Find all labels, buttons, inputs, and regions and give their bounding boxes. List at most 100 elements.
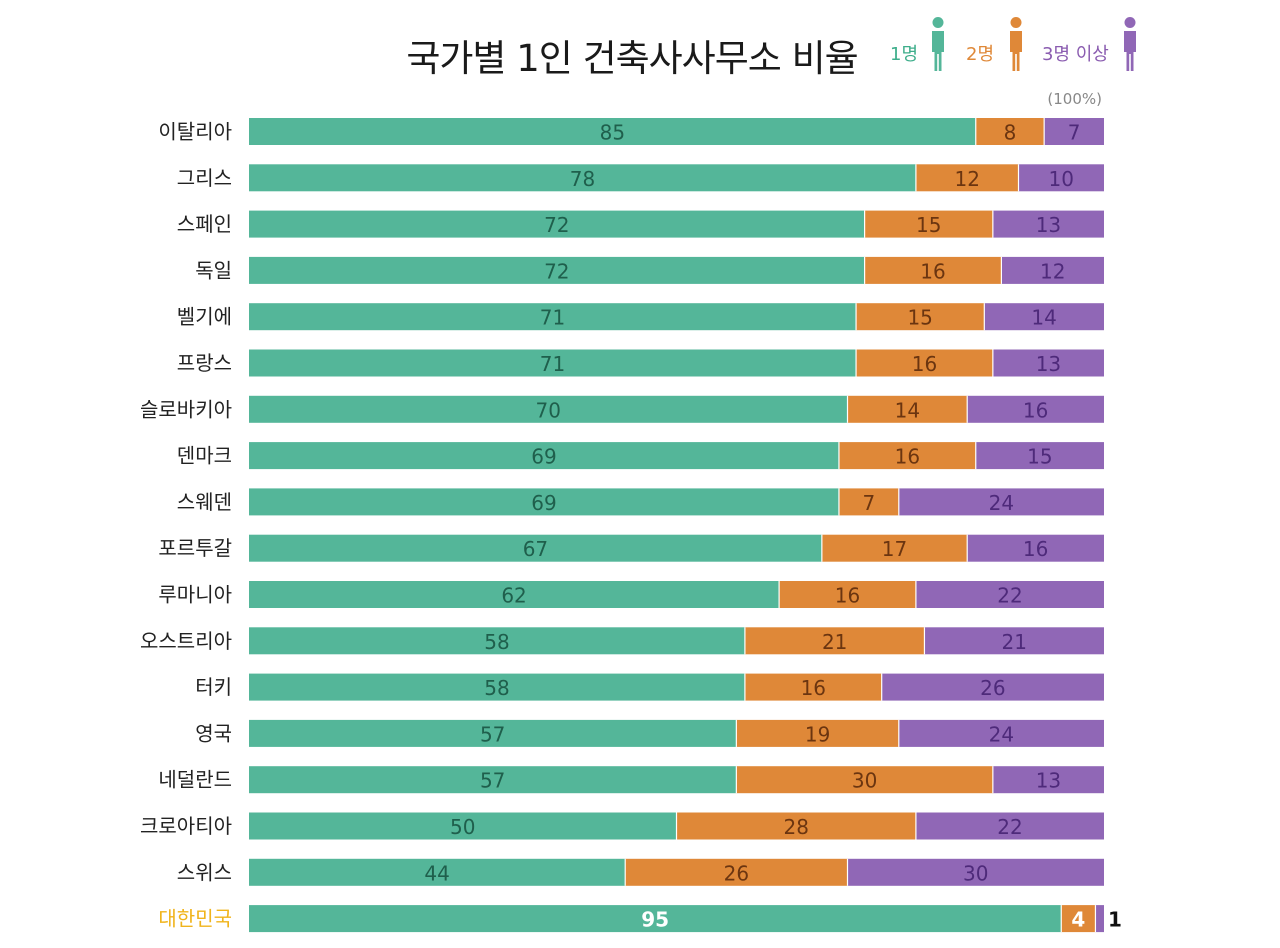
category-label: 덴마크 [177,444,232,468]
legend-item-1: 1명 [890,14,950,76]
data-label: 26 [980,676,1005,700]
bar-segment-2 [915,164,1019,192]
bar-segment-2 [975,118,1045,145]
bar-segment-2 [821,534,968,562]
bar-segment-3 [1044,118,1104,145]
bar-segment-1 [249,395,848,423]
bar-segment-1 [249,534,822,562]
legend-label-1: 1명 [890,44,919,65]
bar-segment-3 [881,673,1104,701]
legend-item-3: 3명 이상 [1042,14,1142,76]
bar-segment-1 [249,905,1062,933]
data-label: 72 [544,259,569,283]
data-label: 12 [1040,259,1065,283]
bar-segment-2 [847,395,968,423]
total-note: (100%) [1047,90,1102,108]
person-icon [932,17,944,71]
bar-segment-2 [856,303,985,331]
data-label: 4 [1071,908,1085,932]
category-label: 그리스 [177,166,232,190]
data-label: 8 [1004,121,1017,145]
bar-segment-1 [249,627,745,655]
data-label: 50 [450,815,475,839]
category-label: 루마니아 [158,583,232,607]
data-label: 16 [835,584,860,608]
bar-segment-2 [744,673,882,701]
bar-segment-3 [992,766,1104,794]
bar-segment-1 [249,719,737,747]
bar-segment-2 [744,627,925,655]
bar-segment-3 [967,534,1104,562]
person-icon [1010,17,1022,71]
data-label: 13 [1036,352,1061,376]
bar-segment-2 [736,719,899,747]
bar-segment-1 [249,210,865,238]
bar-segment-1 [249,858,626,886]
bar-segment-3 [1018,164,1104,192]
bar-segment-2 [625,858,848,886]
bar-segment-3 [1001,256,1104,284]
data-label: 30 [852,769,877,793]
data-label: 7 [863,491,876,515]
category-label: 독일 [195,258,232,282]
bar-segment-1 [249,349,857,377]
data-label: 1 [1108,908,1122,932]
bar-segment-3 [967,395,1104,423]
data-label: 16 [1023,398,1048,422]
data-label: 30 [963,861,988,885]
category-label: 벨기에 [177,305,232,329]
category-label: 스웨덴 [177,490,232,514]
data-label: 17 [882,537,907,561]
data-label: 19 [805,722,830,746]
bar-segment-1 [249,164,916,192]
category-label: 네덜란드 [158,768,232,792]
data-label: 69 [531,491,556,515]
bar-segment-2 [736,766,993,794]
data-label: 72 [544,213,569,237]
data-label: 12 [954,167,979,191]
data-label: 69 [531,445,556,469]
bar-segment-1 [249,673,745,701]
category-label: 스위스 [177,860,232,884]
bar-segment-3 [1095,905,1104,933]
data-label: 15 [1027,445,1052,469]
bar-segment-1 [249,766,737,794]
category-label: 크로아티아 [140,814,232,838]
data-label: 57 [480,722,505,746]
data-label: 44 [424,861,449,885]
bar-segment-1 [249,256,865,284]
bar-segment-1 [249,488,839,516]
bar-segment-1 [249,812,677,840]
data-label: 78 [570,167,595,191]
category-label: 터키 [195,675,232,699]
bar-segment-3 [984,303,1104,331]
bar-segment-3 [975,442,1104,470]
bar-segment-3 [992,210,1104,238]
legend-label-2: 2명 [966,44,995,65]
data-label: 7 [1068,121,1081,145]
data-label: 13 [1036,769,1061,793]
bar-segment-2 [676,812,916,840]
bar-segment-2 [1061,905,1096,933]
data-label: 71 [540,352,565,376]
data-label: 21 [822,630,847,654]
data-label: 16 [920,259,945,283]
bar-segment-3 [915,581,1104,608]
bar-segment-3 [924,627,1104,655]
data-label: 14 [1031,306,1056,330]
data-label: 21 [1001,630,1026,654]
category-label: 슬로바키아 [140,397,232,421]
bar-segment-3 [898,488,1104,516]
category-label: 이탈리아 [158,120,232,144]
data-label: 57 [480,769,505,793]
bar-segment-1 [249,442,839,470]
data-label: 16 [1023,537,1048,561]
data-label: 22 [997,815,1022,839]
data-label: 58 [484,630,509,654]
person-icon [1124,17,1136,71]
category-label: 영국 [195,721,232,745]
bar-segment-1 [249,118,976,145]
category-label: 오스트리아 [140,629,232,653]
legend-item-2: 2명 [966,14,1030,76]
